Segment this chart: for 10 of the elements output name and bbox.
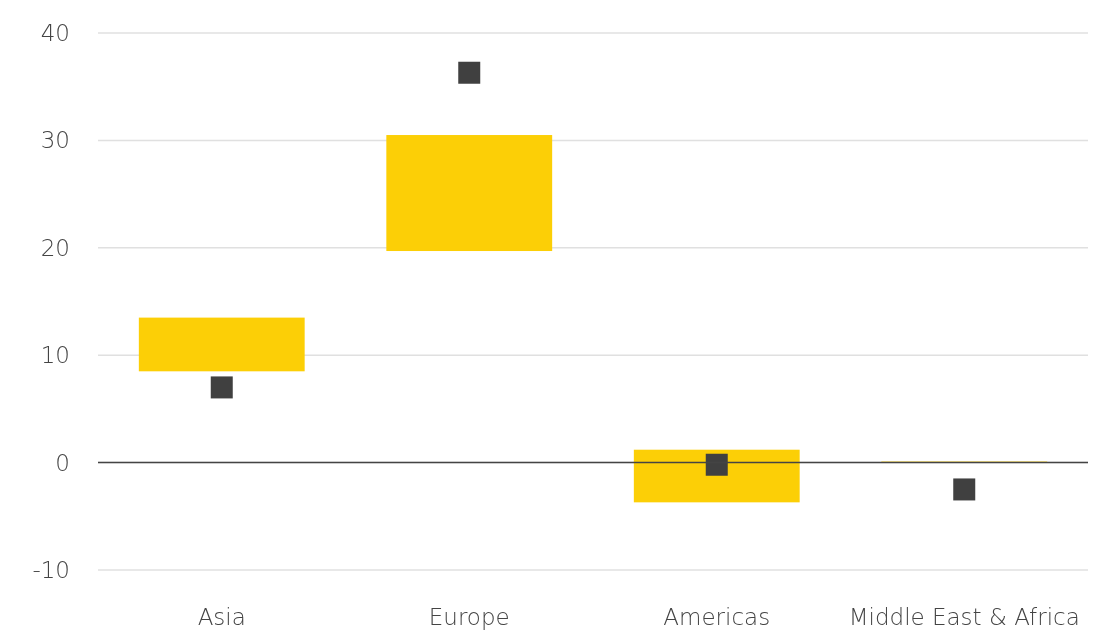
x-tick-label: Americas [663,604,771,630]
y-tick-label: 20 [40,234,70,261]
y-tick-label: 30 [40,127,70,154]
y-tick-label: 0 [55,449,70,476]
y-tick-label: 40 [40,20,70,47]
x-tick-label: Europe [428,604,510,630]
x-tick-label: Asia [197,604,246,630]
y-tick-label: 10 [40,342,70,369]
y-tick-label: -10 [32,557,70,584]
x-tick-label: Middle East & Africa [848,604,1080,630]
